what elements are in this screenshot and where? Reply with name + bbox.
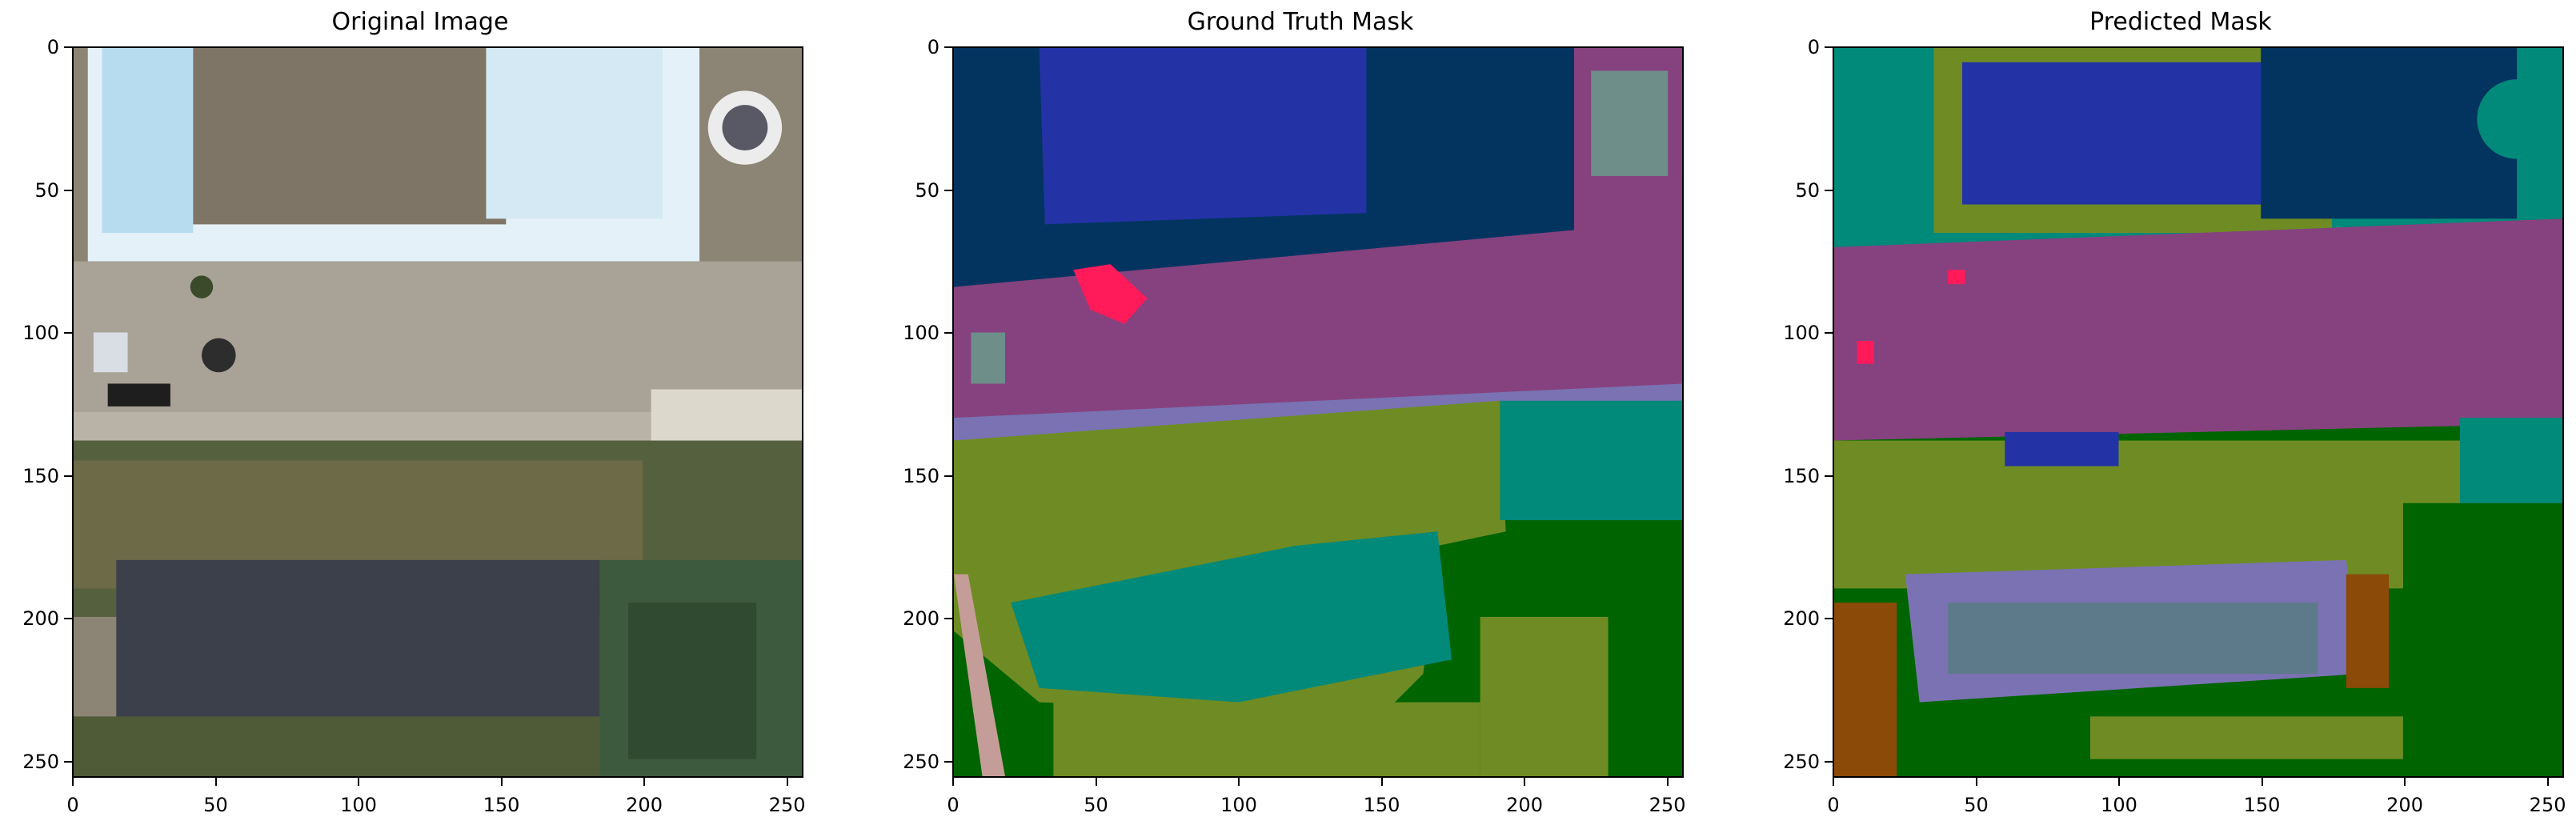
- x-tick-mark: [72, 778, 74, 786]
- x-tick-label: 0: [1827, 794, 1840, 816]
- predicted-mask: [1834, 48, 2562, 776]
- x-tick-mark: [1833, 778, 1834, 786]
- y-tick-mark: [1825, 760, 1833, 763]
- x-tick-label: 200: [1506, 794, 1543, 816]
- y-tick-label: 150: [22, 464, 59, 487]
- y-tick-mark: [944, 760, 952, 763]
- x-tick-mark: [2546, 778, 2549, 786]
- panel-ground-truth: Ground Truth Mask: [880, 0, 1721, 833]
- x-tick-label: 250: [768, 794, 806, 816]
- x-tick-mark: [643, 778, 646, 786]
- x-tick-mark: [2118, 778, 2121, 786]
- x-tick-mark: [2404, 778, 2406, 786]
- x-tick-label: 0: [947, 794, 959, 816]
- panel-predicted: Predicted Mask: [1761, 0, 2576, 833]
- ground-truth-mask: [954, 48, 1682, 776]
- x-tick-mark: [2261, 778, 2263, 786]
- y-tick-label: 200: [1783, 607, 1820, 631]
- x-tick-mark: [500, 778, 503, 786]
- panel-title: Original Image: [331, 8, 509, 36]
- y-tick-mark: [944, 189, 952, 191]
- y-tick-label: 150: [1783, 464, 1820, 487]
- y-tick-label: 100: [22, 322, 59, 345]
- x-tick-label: 150: [483, 794, 520, 816]
- y-tick-label: 250: [903, 750, 939, 773]
- x-tick-mark: [1380, 778, 1383, 786]
- x-tick-mark: [1238, 778, 1240, 786]
- x-tick-label: 250: [1649, 794, 1686, 816]
- panel-original: Original Image: [0, 0, 840, 833]
- y-tick-mark: [64, 332, 72, 334]
- y-tick-label: 50: [915, 178, 939, 202]
- y-tick-mark: [64, 189, 72, 191]
- y-tick-mark: [1825, 475, 1833, 477]
- x-tick-mark: [786, 778, 788, 786]
- y-tick-mark: [64, 760, 72, 763]
- x-tick-mark: [1975, 778, 1977, 786]
- y-tick-label: 0: [46, 36, 59, 58]
- x-tick-label: 250: [2529, 794, 2566, 816]
- y-tick-label: 150: [903, 464, 939, 487]
- y-tick-label: 0: [1807, 36, 1820, 58]
- y-tick-label: 50: [34, 178, 59, 202]
- pred-axes: [1833, 46, 2564, 778]
- x-tick-mark: [1095, 778, 1097, 786]
- y-tick-label: 200: [22, 607, 59, 631]
- y-tick-mark: [944, 332, 952, 334]
- y-tick-label: 250: [1783, 750, 1820, 773]
- x-tick-mark: [952, 778, 954, 786]
- y-tick-mark: [64, 46, 72, 48]
- y-tick-mark: [944, 475, 952, 477]
- x-tick-mark: [1524, 778, 1526, 786]
- x-tick-label: 150: [1363, 794, 1400, 816]
- x-tick-label: 0: [66, 794, 79, 816]
- x-tick-label: 100: [2101, 794, 2137, 816]
- x-tick-label: 50: [203, 794, 228, 816]
- x-tick-label: 100: [1220, 794, 1257, 816]
- y-tick-mark: [1825, 46, 1833, 48]
- x-tick-label: 50: [1084, 794, 1108, 816]
- x-tick-label: 200: [626, 794, 663, 816]
- y-tick-mark: [64, 618, 72, 620]
- y-tick-mark: [944, 618, 952, 620]
- y-tick-label: 0: [927, 36, 939, 58]
- panel-title: Ground Truth Mask: [1187, 8, 1414, 36]
- y-tick-label: 250: [22, 750, 59, 773]
- y-tick-mark: [944, 46, 952, 48]
- original-photo: [74, 48, 802, 776]
- mask-axes: [952, 46, 1684, 778]
- x-tick-label: 100: [340, 794, 377, 816]
- y-tick-mark: [1825, 189, 1833, 191]
- y-tick-mark: [1825, 332, 1833, 334]
- y-tick-mark: [64, 475, 72, 477]
- x-tick-label: 200: [2386, 794, 2423, 816]
- y-tick-label: 50: [1795, 178, 1820, 202]
- x-tick-label: 150: [2243, 794, 2281, 816]
- x-tick-mark: [214, 778, 217, 786]
- x-tick-mark: [358, 778, 360, 786]
- y-tick-mark: [1825, 618, 1833, 620]
- y-tick-label: 100: [903, 322, 939, 345]
- image-axes: [72, 46, 803, 778]
- x-tick-mark: [1666, 778, 1669, 786]
- x-tick-label: 50: [1964, 794, 1989, 816]
- y-tick-label: 100: [1783, 322, 1820, 345]
- panel-title: Predicted Mask: [2089, 8, 2272, 36]
- y-tick-label: 200: [903, 607, 939, 631]
